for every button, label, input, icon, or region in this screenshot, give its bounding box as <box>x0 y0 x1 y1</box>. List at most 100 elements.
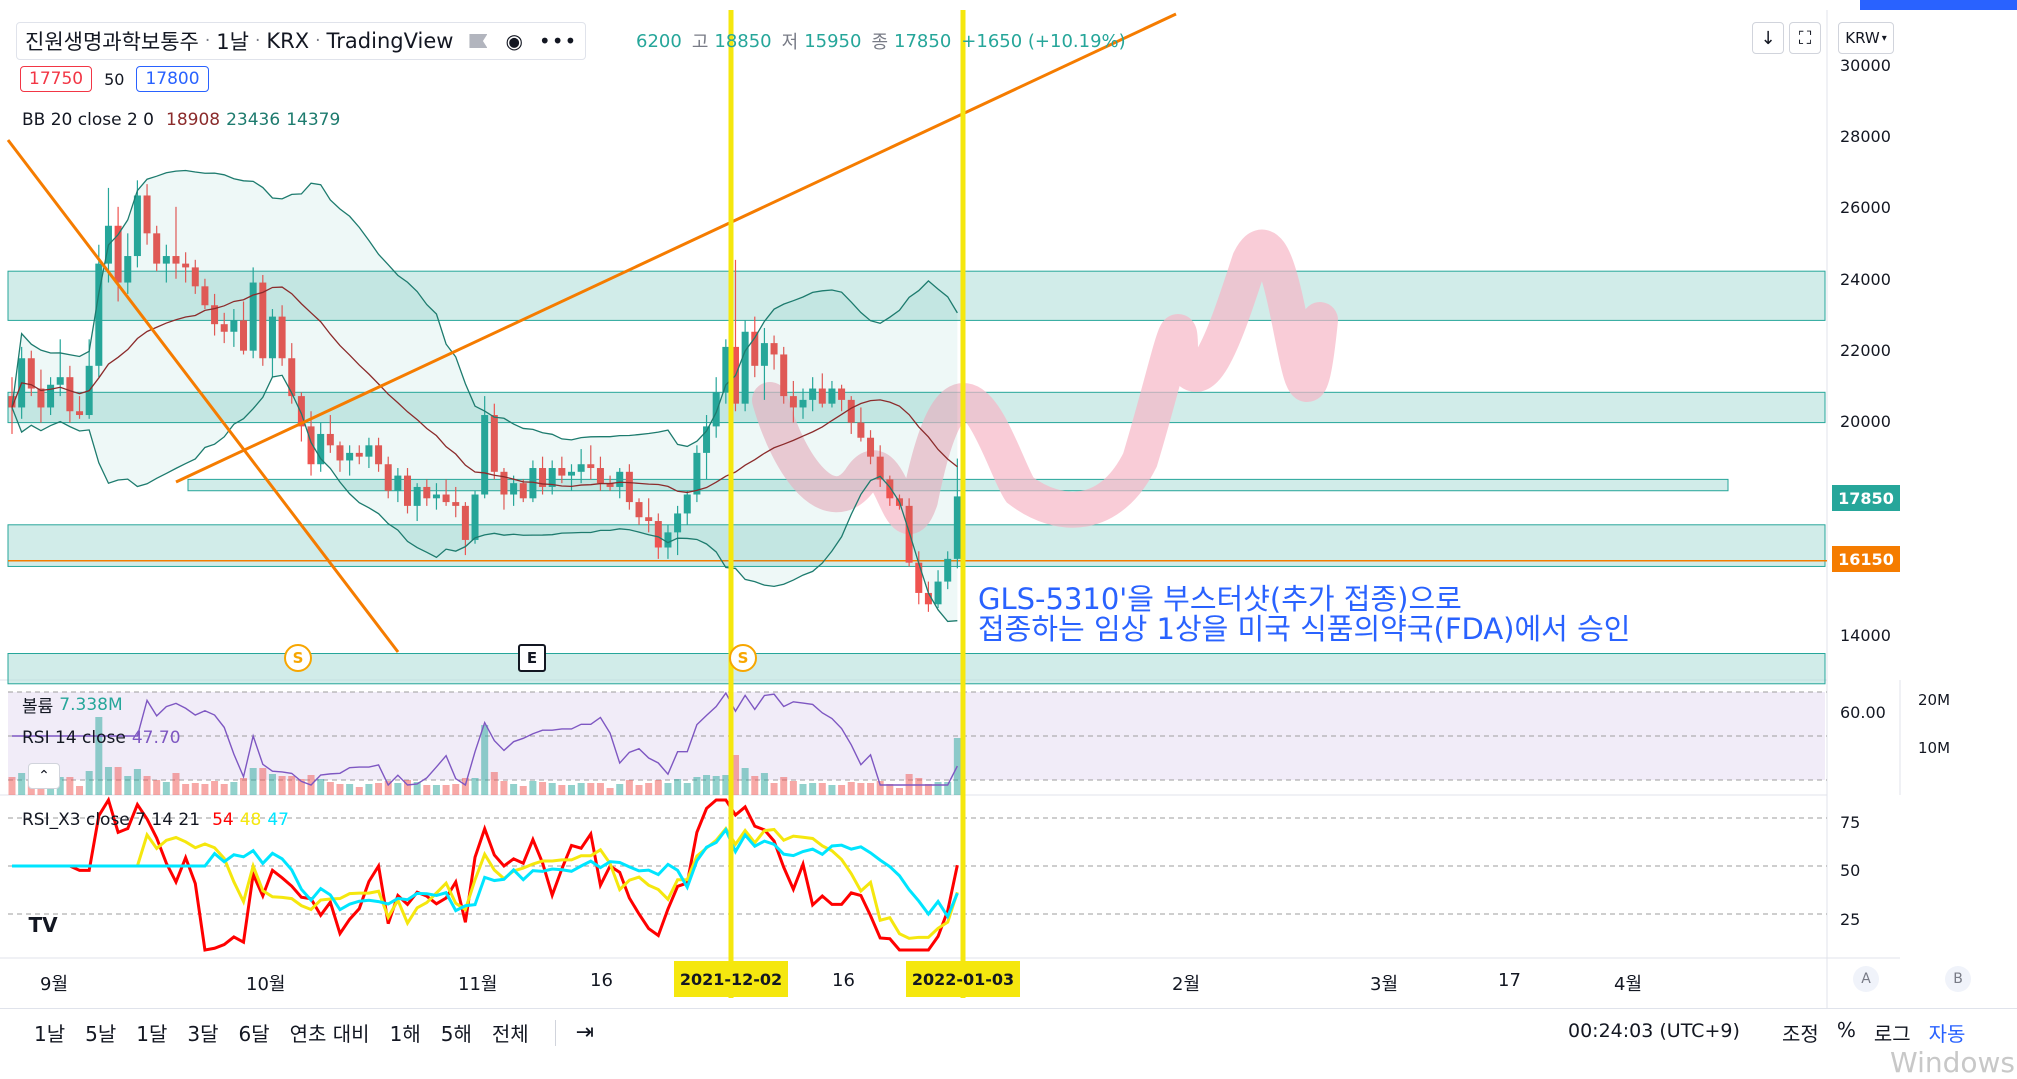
split-marker-icon[interactable]: S <box>284 644 312 672</box>
range-1m[interactable]: 1달 <box>136 1022 168 1046</box>
currency-select[interactable]: KRW ▾ <box>1838 22 1894 54</box>
volume-bar <box>85 771 93 795</box>
clock[interactable]: 00:24:03 (UTC+9) <box>1568 1020 1740 1042</box>
candle-body <box>365 445 373 457</box>
range-ytd[interactable]: 연초 대비 <box>289 1022 370 1046</box>
flag-icon[interactable] <box>469 34 488 48</box>
symbol-legend[interactable]: 진원생명과학보통주 · 1날 · KRX · TradingView ◉ ••• <box>16 22 587 60</box>
arrow-down-icon[interactable]: ↓ <box>1752 22 1784 54</box>
volume-bar <box>384 781 392 795</box>
candle-body <box>162 256 170 264</box>
adjust-toggle[interactable]: 조정 <box>1782 1022 1819 1046</box>
candle-body <box>346 452 354 461</box>
ohlc-high-label: 고 <box>691 32 709 53</box>
collapse-pane-button[interactable]: ⌃ <box>28 763 60 789</box>
bid-price[interactable]: 17750 <box>20 66 93 92</box>
chevron-up-icon: ⌃ <box>38 768 50 784</box>
bid-ask: 17750 50 17800 <box>20 66 209 92</box>
range-1y[interactable]: 1해 <box>389 1022 421 1046</box>
fullscreen-icon[interactable]: ⛶ <box>1789 22 1821 54</box>
volume-bar <box>114 767 122 795</box>
price-tick: 24000 <box>1840 270 1891 289</box>
bb-legend[interactable]: BB 20 close 2 0 18908 23436 14379 <box>22 110 340 130</box>
ohlc-open: 6200 <box>636 30 682 52</box>
interval-label[interactable]: 1날 <box>216 30 249 54</box>
range-3m[interactable]: 3달 <box>187 1022 219 1046</box>
rsix3-line-21 <box>12 826 959 920</box>
line-price-tag: 16150 <box>1832 546 1900 572</box>
candle-body <box>847 399 855 423</box>
ohlc-low: 15950 <box>804 30 862 52</box>
ohlc-close-label: 종 <box>871 32 889 53</box>
candle-body <box>384 464 392 491</box>
crosshair-date-1: 2021-12-02 <box>674 961 788 997</box>
candle-body <box>664 532 672 548</box>
volume-bar <box>944 782 952 795</box>
volume-bar <box>635 785 643 795</box>
candle-body <box>211 305 219 325</box>
volume-bar <box>172 773 180 795</box>
volume-bar <box>297 779 305 795</box>
range-5d[interactable]: 5날 <box>85 1022 117 1046</box>
chevron-down-icon: ▾ <box>1881 32 1887 44</box>
volume-bar <box>693 777 701 795</box>
volume-bar <box>799 784 807 795</box>
volume-bar <box>182 784 190 795</box>
volume-value: 7.338M <box>59 694 123 715</box>
ohlc-low-label: 저 <box>781 32 799 53</box>
volume-bar <box>249 768 257 795</box>
candle-body <box>751 331 759 366</box>
volume-bar <box>886 784 894 795</box>
rsix3-axis-tick: 25 <box>1840 910 1861 929</box>
volume-bar <box>452 784 460 795</box>
candle-body <box>355 452 363 457</box>
volume-bar <box>211 781 219 795</box>
candle-body <box>278 316 286 359</box>
candle-body <box>66 377 74 412</box>
volume-bar <box>143 776 151 795</box>
volume-axis-tick: 10M <box>1918 739 1951 757</box>
time-label: 17 <box>1498 970 1521 991</box>
volume-bar <box>66 777 74 795</box>
bb-band-fill <box>12 170 958 622</box>
volume-bar <box>731 755 739 795</box>
ask-price[interactable]: 17800 <box>136 66 209 92</box>
candle-body <box>558 468 566 476</box>
range-5y[interactable]: 5해 <box>440 1022 472 1046</box>
split-marker-icon[interactable]: S <box>729 644 757 672</box>
date-range-icon[interactable]: ⇥ <box>575 1020 595 1045</box>
scale-a-button[interactable]: A <box>1853 966 1879 992</box>
range-1d[interactable]: 1날 <box>34 1022 66 1046</box>
range-6m[interactable]: 6달 <box>238 1022 270 1046</box>
auto-toggle[interactable]: 자동 <box>1928 1022 1966 1046</box>
price-zone <box>7 653 1826 685</box>
more-icon[interactable]: ••• <box>538 29 578 53</box>
candle-body <box>934 581 942 605</box>
eye-icon[interactable]: ◉ <box>505 29 523 53</box>
log-toggle[interactable]: 로그 <box>1873 1022 1911 1046</box>
candle-body <box>519 483 527 499</box>
rsix3-v1: 54 <box>212 810 234 830</box>
candle-body <box>741 331 749 404</box>
percent-toggle[interactable]: % <box>1836 1018 1856 1042</box>
annotation-line-1[interactable]: GLS-5310'을 부스터샷(추가 접종)으로 <box>978 582 1462 616</box>
volume-bar <box>191 783 199 795</box>
volume-legend[interactable]: 볼륨 7.338M <box>22 692 123 718</box>
candle-body <box>645 517 653 522</box>
symbol-title[interactable]: 진원생명과학보통주 <box>25 30 199 54</box>
range-all[interactable]: 전체 <box>491 1022 529 1046</box>
candle-body <box>654 521 662 548</box>
volume-bar <box>259 768 267 795</box>
rsix3-legend[interactable]: RSI_X3 close 7 14 21 54 48 47 <box>22 810 289 830</box>
crosshair-date-2: 2022-01-03 <box>906 961 1020 997</box>
annotation-line-2[interactable]: 접종하는 임상 1상을 미국 식품의약국(FDA)에서 승인 <box>978 612 1631 646</box>
candle-body <box>336 445 344 461</box>
volume-bar <box>703 775 711 795</box>
candle-body <box>249 282 257 351</box>
time-label: 16 <box>590 970 613 991</box>
tradingview-logo-icon[interactable]: TV <box>28 913 58 937</box>
rsi-legend[interactable]: RSI 14 close 47.70 <box>22 728 181 748</box>
scale-b-button[interactable]: B <box>1945 966 1971 992</box>
earnings-marker-icon[interactable]: E <box>518 644 546 672</box>
